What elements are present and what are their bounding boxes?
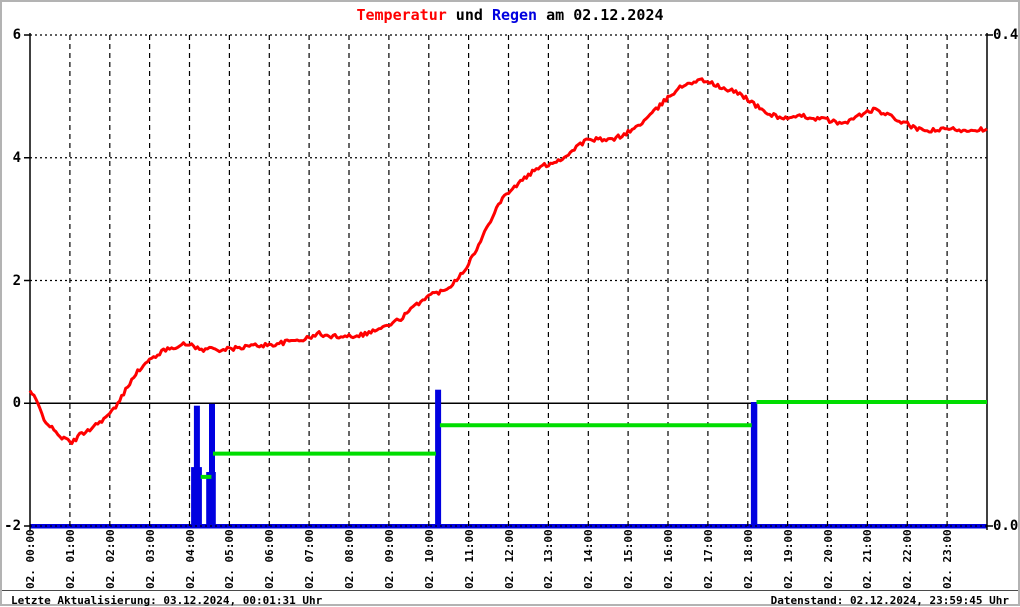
title-date: am 02.12.2024 xyxy=(537,6,664,24)
x-axis-label: 02. 01:00 xyxy=(63,529,77,589)
x-axis-label: 02. 17:00 xyxy=(701,529,715,589)
rain-baseline xyxy=(30,524,987,529)
x-axis-label: 02. 08:00 xyxy=(343,529,356,589)
y-axis-left-label: 6 xyxy=(12,27,21,43)
y-axis-left-label: 2 xyxy=(12,272,21,289)
temperature-line xyxy=(28,77,988,445)
y-axis-left-label: 4 xyxy=(12,149,21,166)
x-axis-label: 02. 23:00 xyxy=(941,529,955,589)
x-axis-label: 02. 12:00 xyxy=(502,529,516,589)
rain-bar xyxy=(435,389,442,526)
x-axis-label: 02. 14:00 xyxy=(582,529,596,589)
y-axis-left-label: -2 xyxy=(4,518,21,534)
y-axis-left-label: 0 xyxy=(12,395,21,412)
x-axis-label: 02. 10:00 xyxy=(422,529,436,589)
x-axis-label: 02. 16:00 xyxy=(662,529,675,589)
x-axis-label: 02. 22:00 xyxy=(901,529,915,589)
rain-bar xyxy=(193,405,200,526)
rain-bar xyxy=(209,403,215,526)
x-axis-label: 02. 21:00 xyxy=(861,529,875,589)
x-axis-label: 02. 15:00 xyxy=(622,529,636,589)
x-axis-label: 02. 18:00 xyxy=(741,529,755,589)
status-last-update: Letzte Aktualisierung: 03.12.2024, 00:01… xyxy=(11,594,323,607)
title-connector: und xyxy=(446,6,492,24)
status-data-state: Datenstand: 02.12.2024, 23:59:45 Uhr xyxy=(770,594,1009,607)
x-axis-label: 02. 07:00 xyxy=(303,529,317,589)
x-axis-label: 02. 05:00 xyxy=(223,529,237,589)
x-axis-label: 02. 06:00 xyxy=(263,529,277,589)
title-temperature-word: Temperatur xyxy=(356,6,447,24)
x-axis-label: 02. 03:00 xyxy=(143,529,157,589)
x-axis-label: 02. 00:00 xyxy=(24,529,37,589)
x-axis-label: 02. 13:00 xyxy=(542,529,556,589)
status-separator-line xyxy=(2,590,1018,591)
chart-title: Temperatur und Regen am 02.12.2024 xyxy=(2,6,1018,24)
chart-plot xyxy=(24,33,993,530)
title-rain-word: Regen xyxy=(491,6,538,24)
x-axis-label: 02. 04:00 xyxy=(183,529,197,589)
y-axis-right-label: 0.4 xyxy=(993,27,1019,43)
x-axis-label: 02. 11:00 xyxy=(462,529,476,589)
x-axis-label: 02. 20:00 xyxy=(821,529,835,589)
x-axis-label: 02. 09:00 xyxy=(382,529,396,589)
x-axis-label: 02. 02:00 xyxy=(103,529,117,589)
x-axis-label: 02. 19:00 xyxy=(781,529,795,589)
rain-bar xyxy=(750,402,758,526)
status-bar: Letzte Aktualisierung: 03.12.2024, 00:01… xyxy=(2,592,1018,607)
y-axis-right-label: 0.0 xyxy=(993,518,1019,534)
